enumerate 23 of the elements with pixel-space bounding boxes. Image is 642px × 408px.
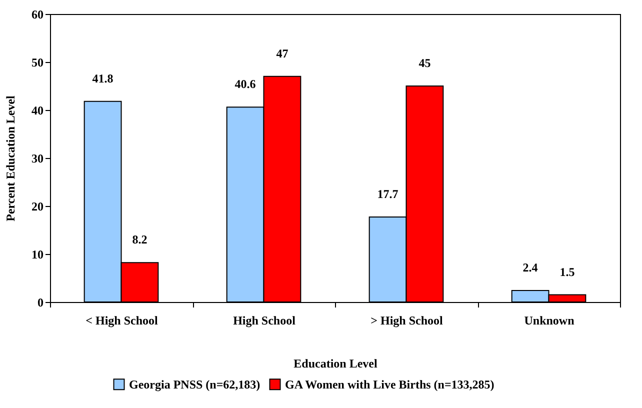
y-tick-label: 30 [32,152,44,166]
x-tick-label: Unknown [524,314,575,328]
data-label: 17.7 [377,187,398,202]
x-tick-label: > High School [370,314,444,328]
y-tick-label: 60 [32,8,44,22]
data-label: 47 [276,46,288,60]
y-axis-title: Percent Education Level [4,94,18,222]
legend-label: GA Women with Live Births (n=133,285) [285,377,494,392]
x-tick-label: < High School [86,314,159,328]
y-tick-label: 20 [32,200,44,214]
y-tick-label: 0 [38,296,44,310]
data-label: 8.2 [132,232,148,247]
data-label: 45 [418,56,431,70]
data-label: 2.4 [522,260,538,274]
y-tick-label: 40 [32,104,44,118]
y-tick-label: 50 [32,56,44,70]
y-tick-label: 10 [32,248,44,262]
x-axis-title: Education Level [294,356,378,370]
data-label: 1.5 [560,264,575,279]
legend-label: Georgia PNSS (n=62,183) [129,377,260,392]
data-label: 41.8 [92,71,114,86]
data-label: 40.6 [234,77,256,92]
x-tick-label: High School [233,314,296,328]
